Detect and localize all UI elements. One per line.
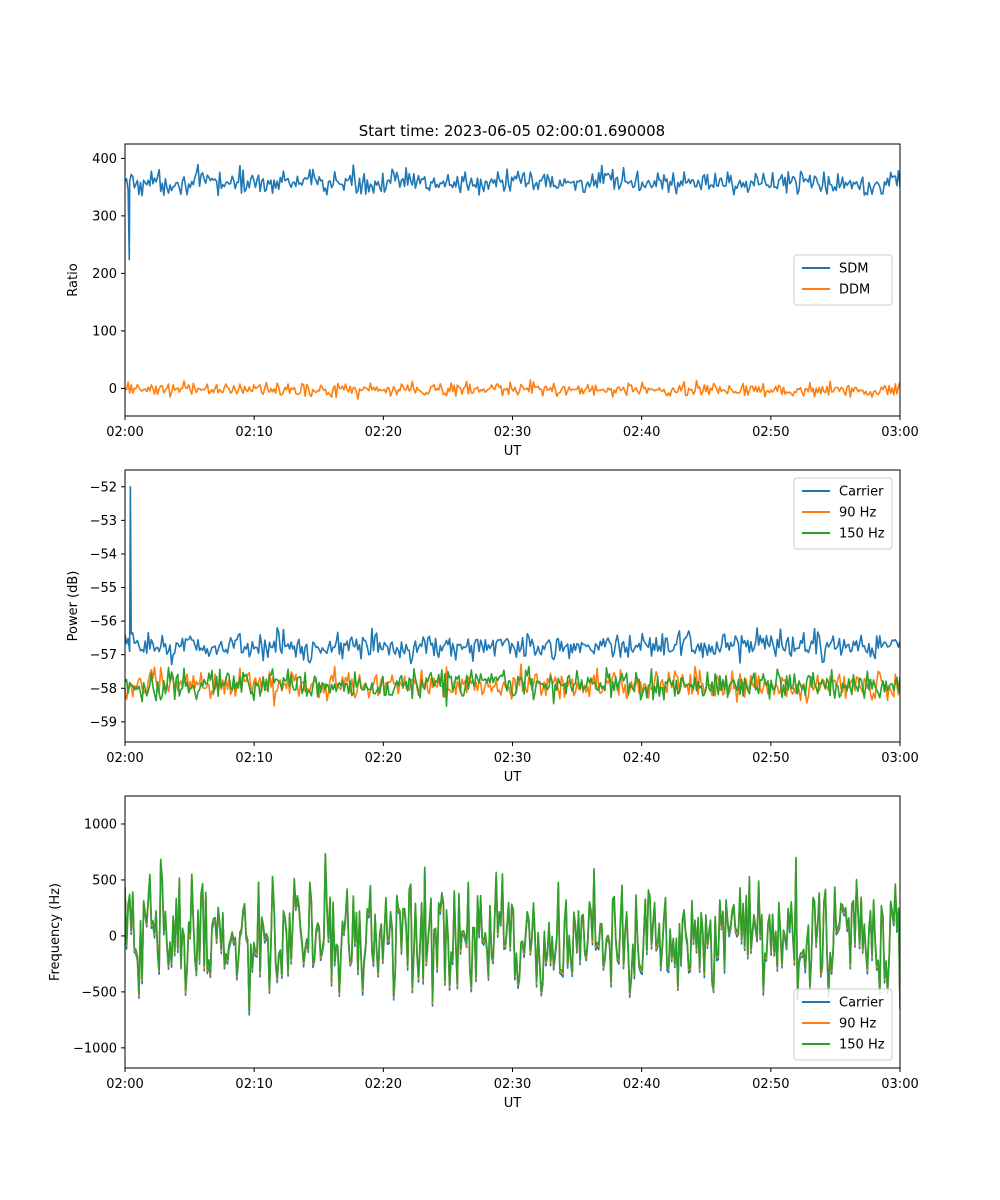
x-axis-label: UT [504,1096,522,1111]
x-tick-label: 02:50 [752,425,789,440]
x-tick-label: 02:30 [494,425,531,440]
x-tick-label: 02:50 [752,751,789,766]
x-tick-label: 02:30 [494,1077,531,1092]
legend: SDM DDM [793,254,893,306]
ratio-panel: 02:00 02:10 02:20 02:30 02:40 02:50 03:00 0 100 2… [66,143,919,459]
x-tick-label: 02:50 [752,1077,789,1092]
y-tick-label: −1000 [73,1041,117,1056]
x-tick-label: 03:00 [881,425,918,440]
y-tick-label: −500 [81,985,117,1000]
y-tick-label: −55 [90,581,117,596]
x-tick-label: 02:20 [365,425,402,440]
x-tick-label: 02:00 [106,1077,143,1092]
legend-entry: Carrier [839,485,884,500]
x-tick-label: 02:30 [494,751,531,766]
legend-entry: 90 Hz [839,506,876,521]
legend: Carrier 90 Hz 150 Hz [793,477,893,550]
legend-entry: 90 Hz [839,1017,876,1032]
x-axis-label: UT [504,770,522,785]
frequency-panel: 02:00 02:10 02:20 02:30 02:40 02:50 03:00 −1000… [48,795,919,1111]
y-tick-label: 400 [92,152,117,167]
series-line-carrier [125,485,900,666]
x-tick-label: 03:00 [881,751,918,766]
y-tick-label: −53 [90,514,117,529]
x-axis-label: UT [504,444,522,459]
y-tick-label: 100 [92,324,117,339]
series-line-150-hz [125,852,900,1012]
y-tick-label: 0 [109,929,117,944]
legend-entry: Carrier [839,996,884,1011]
legend-entry: 150 Hz [839,1038,885,1053]
series-line-sdm [125,163,900,261]
series-line-ddm [125,379,900,400]
y-tick-label: 0 [109,382,117,397]
y-tick-label: −54 [90,547,117,562]
x-tick-label: 02:40 [623,425,660,440]
y-axis-label: Ratio [66,263,81,296]
series-line-150-hz [125,665,900,707]
x-tick-label: 02:10 [235,425,272,440]
y-tick-label: 1000 [84,817,117,832]
x-tick-label: 02:10 [235,751,272,766]
y-tick-label: 300 [92,209,117,224]
x-tick-label: 02:00 [106,751,143,766]
y-axis-label: Power (dB) [66,571,81,642]
x-tick-label: 03:00 [881,1077,918,1092]
y-tick-label: −59 [90,715,117,730]
y-tick-label: 200 [92,267,117,282]
legend-entry: DDM [839,283,870,298]
y-tick-label: −57 [90,648,117,663]
legend-entry: SDM [839,262,868,277]
x-tick-label: 02:40 [623,1077,660,1092]
y-tick-label: −52 [90,480,117,495]
x-tick-label: 02:00 [106,425,143,440]
x-tick-label: 02:20 [365,1077,402,1092]
legend: Carrier 90 Hz 150 Hz [793,988,893,1061]
x-tick-label: 02:10 [235,1077,272,1092]
x-tick-label: 02:40 [623,751,660,766]
legend-entry: 150 Hz [839,527,885,542]
axes-frame [124,469,901,743]
y-tick-label: −58 [90,682,117,697]
y-axis-label: Frequency (Hz) [48,883,63,981]
y-tick-label: 500 [92,873,117,888]
figure-title: Start time: 2023-06-05 02:00:01.690008 [359,122,665,140]
x-tick-label: 02:20 [365,751,402,766]
y-tick-label: −56 [90,615,117,630]
power-panel: 02:00 02:10 02:20 02:30 02:40 02:50 03:00 −59 −5… [66,469,919,785]
